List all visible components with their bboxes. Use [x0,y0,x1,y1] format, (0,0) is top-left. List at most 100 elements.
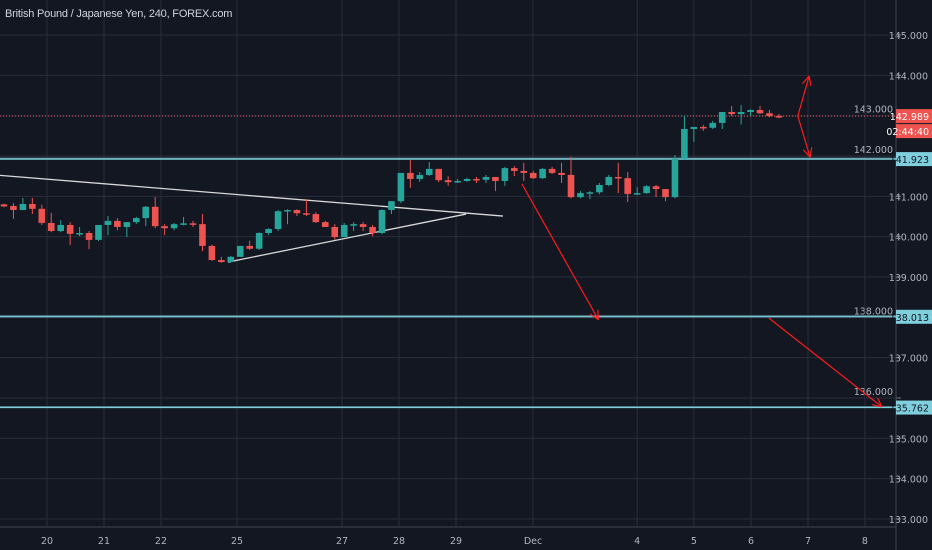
candle-down [614,176,622,179]
candle-up [19,203,27,211]
chart-title: British Pound / Japanese Yen, 240, FOREX… [5,8,233,20]
arrow-line[interactable] [768,317,883,408]
candle-down [208,245,216,261]
candle-down [567,174,575,198]
candle-up [104,220,112,225]
x-tick-label: Dec [524,536,542,547]
candle-up [57,224,64,232]
arrow-head-icon [589,313,599,321]
candle-up [170,224,178,229]
candle-down [548,168,556,173]
trendline[interactable] [227,213,467,263]
candle-up [690,126,698,129]
y-tick-label: 137.000 [889,354,928,365]
y-tick-label: 141.000 [889,192,928,203]
candle-down [756,110,764,114]
candle-up [265,228,272,234]
candle-down [662,189,669,198]
y-tick-label: 135.000 [889,434,928,445]
candle-down [652,186,660,190]
candle-up [133,218,140,223]
candle-down [359,224,367,227]
candle-up [274,211,282,229]
candle-up [463,178,471,181]
candle-down [29,203,36,209]
x-tick-label: 20 [41,536,53,547]
candle-up [501,168,509,181]
candle-down [444,180,452,183]
candle-up [718,112,726,123]
candle-up [378,210,386,234]
candle-down [558,172,565,175]
candle-up [737,112,745,115]
candle-down [369,226,376,234]
arrow-line[interactable] [797,75,810,117]
candle-down [511,168,518,171]
candle-up [709,122,717,128]
candle-down [529,172,537,179]
candle-down [435,168,442,181]
candle-up [416,174,424,179]
candle-up [596,185,603,193]
candle-up [227,256,235,263]
x-tick-label: 27 [336,536,348,547]
x-tick-label: 4 [634,536,640,547]
arrow-line[interactable] [521,183,599,321]
x-tick-label: 5 [691,536,697,547]
candle-up [681,128,688,159]
y-tick-label: 134.000 [889,475,928,486]
level-price-tag [896,309,932,324]
candle-down [218,260,225,263]
candle-up [633,193,641,195]
candle-up [123,222,131,227]
arrow-head-icon [802,149,811,158]
candle-down [766,113,773,117]
candle-up [76,233,83,235]
level-price-tag [896,400,932,415]
x-tick-label: 25 [231,536,243,547]
arrow-line[interactable] [797,115,811,158]
candle-up [454,180,461,183]
candle-down [492,176,499,181]
candle-down [0,204,8,207]
candle-down [85,233,93,240]
last-price-label: 142.989 [890,112,929,123]
candle-down [520,170,528,173]
candle-down [151,206,159,227]
level-price-label: 135.762 [890,404,929,415]
x-tick-label: 22 [155,536,167,547]
candle-down [189,223,197,225]
level-price-label: 138.013 [890,313,929,324]
x-tick-label: 8 [862,536,868,547]
candle-down [114,220,121,227]
y-tick-label: 142.000 [854,145,893,156]
candle-down [624,178,631,194]
candle-up [340,224,348,238]
candle-up [255,233,263,249]
candle-up [539,168,546,179]
candle-up [236,245,244,257]
y-tick-label: 136.000 [854,387,893,398]
candle-down [293,210,301,214]
candle-up [397,172,405,202]
level-price-tag [896,152,932,167]
candle-down [775,116,783,118]
arrow-head-icon [808,76,812,87]
candle-up [577,193,584,198]
candle-down [331,226,339,238]
candle-down [47,222,55,232]
arrow-head-icon [809,147,813,158]
candle-up [643,186,650,194]
candle-down [246,245,253,249]
y-tick-label: 140.000 [889,233,928,244]
candle-down [700,126,707,129]
candle-down [10,205,17,211]
trendline[interactable] [0,174,504,217]
candle-up [586,192,594,194]
last-price-tag [896,109,932,124]
arrow-head-icon [872,404,883,408]
y-tick-label: 144.000 [889,71,928,82]
level-price-label: 141.923 [890,155,929,166]
